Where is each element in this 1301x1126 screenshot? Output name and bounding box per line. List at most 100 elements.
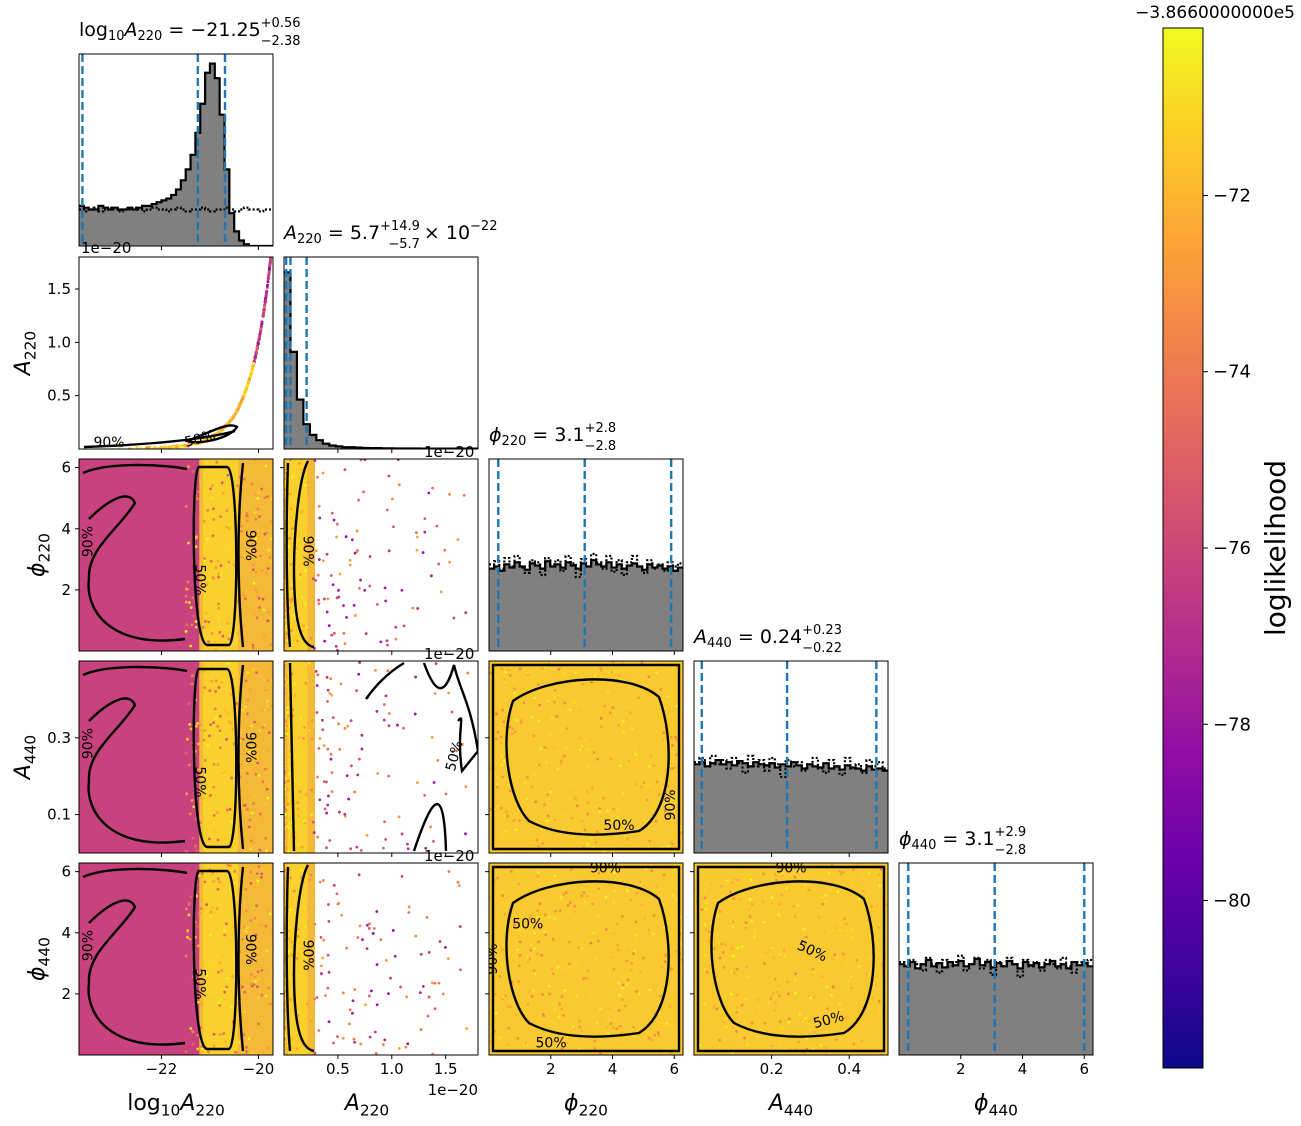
scatter-point: [657, 793, 661, 797]
scatter-point: [851, 879, 855, 883]
scatter-point: [216, 877, 220, 881]
scatter-point: [257, 646, 261, 649]
scatter-point: [628, 818, 632, 822]
scatter-point: [310, 1016, 313, 1020]
scatter-point: [878, 883, 882, 887]
scatter-point: [245, 511, 249, 515]
scatter-point: [497, 753, 501, 757]
scatter-point: [529, 880, 532, 883]
scatter-point: [423, 517, 427, 521]
scatter-point: [800, 940, 804, 944]
scatter-point: [730, 947, 734, 951]
scatter-point: [253, 459, 257, 462]
scatter-point: [310, 813, 313, 817]
scatter-point: [393, 954, 397, 958]
scatter-point: [537, 815, 541, 819]
scatter-point: [838, 869, 842, 873]
hist-outline: [284, 271, 478, 449]
scatter-point: [196, 1047, 200, 1051]
scatter-point: [285, 1044, 289, 1048]
scatter-point: [459, 968, 462, 972]
scatter-point: [732, 971, 736, 975]
scatter-point: [348, 563, 352, 567]
scatter-point: [291, 527, 294, 531]
scatter-point: [214, 717, 218, 720]
scatter-point: [284, 512, 287, 515]
scatter-point: [427, 995, 431, 999]
scatter-point: [257, 865, 261, 868]
scatter-point: [248, 818, 252, 822]
contour-label: 90%: [81, 930, 97, 961]
scatter-point: [256, 507, 260, 511]
scatter-point: [718, 1024, 722, 1028]
scatter-point: [326, 688, 330, 692]
scatter-point: [553, 1008, 557, 1012]
scatter-point: [179, 444, 183, 448]
scatter-point: [284, 771, 287, 775]
scatter-point: [298, 573, 302, 576]
scatter-point: [675, 704, 679, 708]
scatter-point: [849, 943, 853, 947]
contour-line-50: [183, 424, 239, 444]
scatter-point: [510, 732, 514, 736]
scatter-point: [184, 629, 188, 633]
scatter-point: [655, 885, 659, 888]
scatter-point: [553, 917, 557, 921]
scatter-point: [321, 718, 324, 722]
scatter-point: [580, 1029, 584, 1033]
scatter-point: [738, 869, 742, 873]
scatter-point: [262, 633, 266, 637]
scatter-point: [310, 737, 314, 741]
scatter-point: [844, 1015, 848, 1019]
scatter-point: [559, 760, 563, 764]
scatter-point: [328, 839, 332, 842]
scatter-point: [607, 671, 611, 674]
scatter-point: [590, 786, 594, 790]
scatter-point: [225, 811, 229, 814]
scatter-point: [185, 792, 188, 796]
scatter-point: [187, 541, 190, 545]
scatter-point: [507, 783, 511, 787]
colorbar-tick-label: −78: [1213, 714, 1251, 735]
scatter-point: [640, 785, 643, 789]
scatter-point: [184, 505, 188, 508]
contour-line-1: [710, 880, 875, 1038]
scatter-point: [383, 586, 387, 590]
scatter-point: [830, 993, 833, 997]
scatter-point: [533, 972, 537, 976]
scatter-point: [620, 915, 624, 918]
scatter-point: [631, 1025, 635, 1029]
scatter-point: [196, 722, 199, 725]
scatter-point: [419, 1028, 423, 1031]
scatter-point: [599, 716, 603, 720]
scatter-panel-A220-A440: 50%: [284, 661, 478, 853]
scatter-point: [234, 410, 238, 414]
contour-line-0: [491, 663, 681, 851]
scatter-point: [237, 1040, 241, 1044]
y-tick-label: 2: [61, 581, 71, 599]
scatter-point: [256, 755, 260, 759]
scatter-point: [379, 640, 383, 644]
scatter-point: [342, 604, 345, 607]
scatter-point: [610, 887, 614, 891]
scatter-panel-phi220-phi440: 50%90%90%50%: [489, 863, 683, 1055]
scatter-point: [189, 606, 193, 610]
scatter-point: [550, 716, 554, 720]
scatter-point: [431, 981, 434, 985]
scatter-point: [212, 721, 216, 725]
scatter-point: [803, 942, 807, 946]
scatter-point: [235, 631, 239, 635]
scatter-point: [191, 596, 195, 600]
scatter-point: [212, 880, 215, 883]
scatter-point: [871, 996, 875, 1000]
scatter-point: [506, 668, 510, 672]
scatter-point: [659, 994, 662, 998]
scatter-point: [606, 809, 610, 813]
scatter-point: [808, 996, 812, 1000]
scatter-point: [416, 781, 419, 784]
scatter-point: [251, 748, 255, 751]
scatter-point: [512, 967, 515, 970]
scatter-point: [705, 970, 709, 974]
scatter-point: [270, 253, 273, 256]
scatter-point: [211, 576, 215, 579]
